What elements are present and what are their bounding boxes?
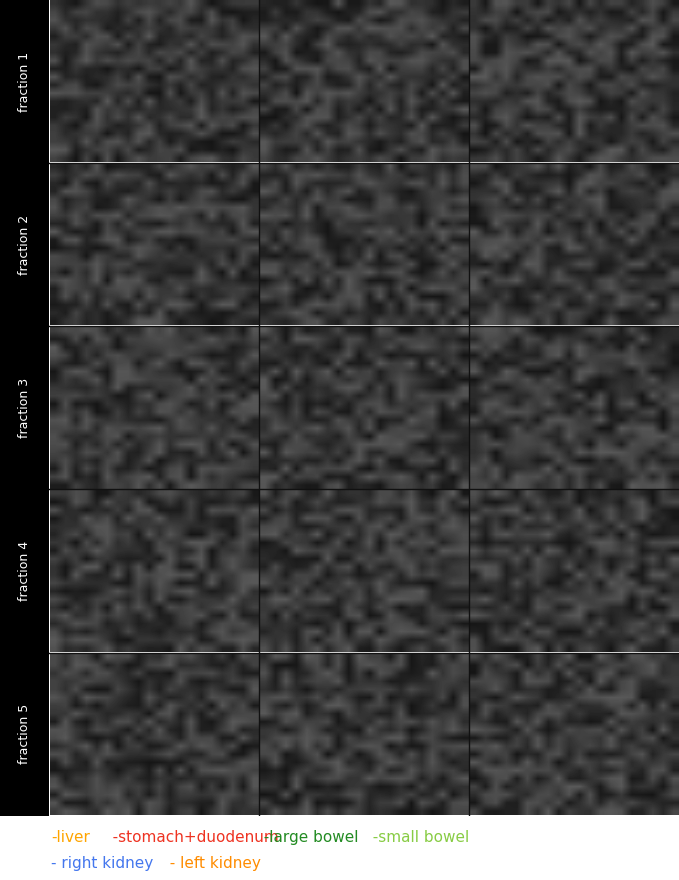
Text: fraction 3: fraction 3 (18, 378, 31, 438)
Text: -liver: -liver (51, 830, 90, 845)
Text: fraction 1: fraction 1 (18, 52, 31, 112)
Text: fraction 5: fraction 5 (18, 704, 31, 765)
Text: -stomach+duodenum: -stomach+duodenum (98, 830, 278, 845)
Text: - right kidney: - right kidney (51, 856, 153, 871)
Text: -small bowel: -small bowel (363, 830, 469, 845)
Text: - left kidney: - left kidney (160, 856, 261, 871)
Bar (0, 0, 49, 816)
Text: -large bowel: -large bowel (254, 830, 359, 845)
Text: fraction 4: fraction 4 (18, 541, 31, 601)
Text: fraction 2: fraction 2 (18, 215, 31, 275)
